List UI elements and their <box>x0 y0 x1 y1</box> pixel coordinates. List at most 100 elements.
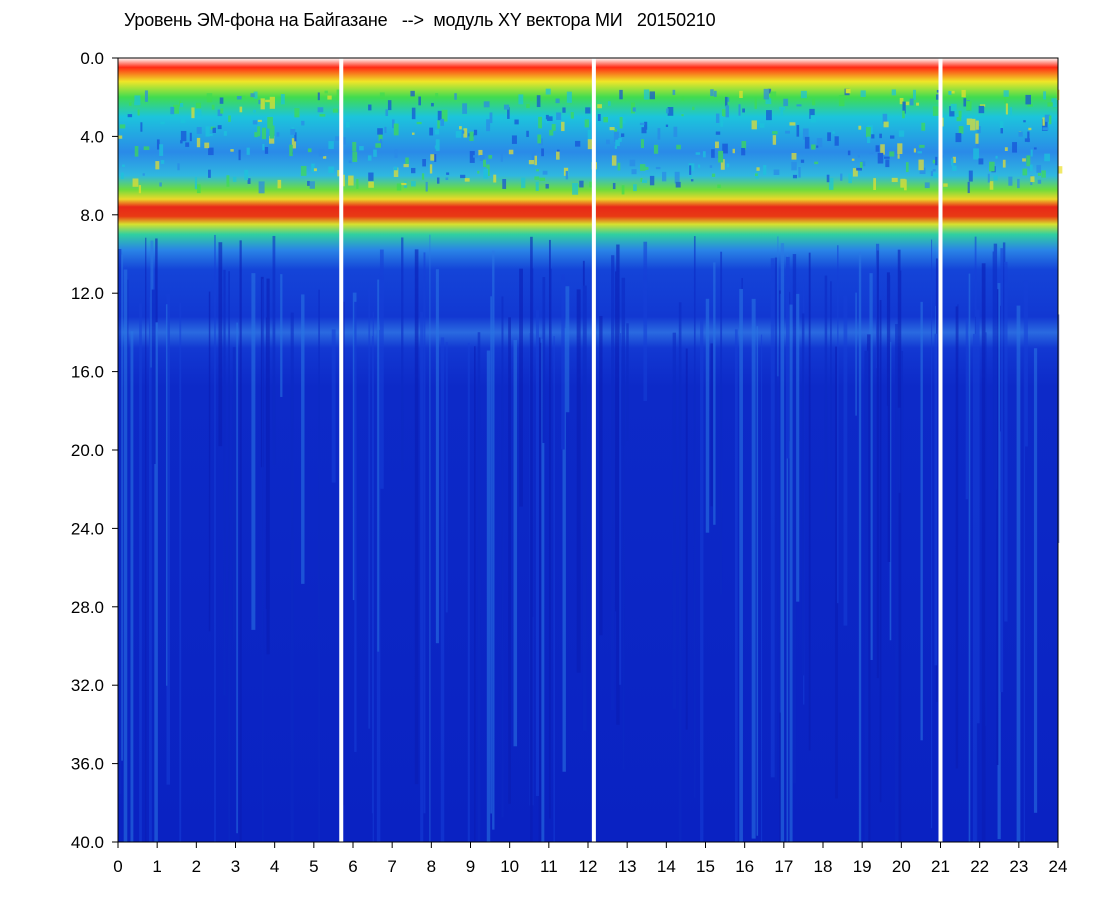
speckle <box>1004 95 1007 104</box>
streak <box>835 346 838 799</box>
speckle <box>621 133 625 137</box>
speckle <box>858 125 862 130</box>
x-tick-label: 24 <box>1049 857 1068 876</box>
speckle <box>619 116 623 129</box>
speckle <box>267 116 273 129</box>
streak <box>672 332 677 709</box>
streak <box>693 236 696 798</box>
speckle <box>848 173 852 184</box>
streak <box>492 250 495 830</box>
speckle <box>1036 164 1042 173</box>
streak <box>280 274 283 397</box>
speckle <box>1004 147 1008 151</box>
speckle <box>155 161 160 170</box>
speckle <box>280 94 285 105</box>
speckle <box>545 183 549 189</box>
speckle <box>410 90 415 97</box>
speckle <box>966 101 972 111</box>
y-tick-label: 8.0 <box>80 206 104 225</box>
speckle <box>422 159 426 167</box>
speckle <box>483 101 490 108</box>
streak <box>1000 248 1004 693</box>
speckle <box>617 162 621 171</box>
speckle <box>209 133 213 136</box>
streak <box>786 252 789 842</box>
speckle <box>160 160 165 164</box>
streak <box>139 303 142 842</box>
speckle <box>528 160 535 165</box>
streak <box>992 251 995 459</box>
streak <box>855 292 857 416</box>
streak <box>236 322 238 834</box>
speckle <box>606 139 610 145</box>
speckle <box>400 182 407 186</box>
speckle <box>867 136 871 144</box>
speckle <box>345 121 350 128</box>
speckle <box>555 98 560 104</box>
speckle <box>948 91 952 95</box>
streak <box>561 274 565 450</box>
speckle <box>177 163 180 171</box>
streak <box>145 237 147 843</box>
speckle <box>816 138 823 148</box>
speckle <box>675 181 681 188</box>
speckle <box>903 101 910 106</box>
speckle <box>916 102 920 106</box>
speckle <box>411 107 416 120</box>
streak <box>734 329 738 842</box>
speckle <box>143 146 150 151</box>
speckle <box>1003 90 1009 97</box>
speckle <box>845 88 851 94</box>
speckle <box>261 127 267 140</box>
streak <box>343 301 345 806</box>
heatmap-field <box>118 58 1058 842</box>
speckle <box>196 137 201 148</box>
speckle <box>455 131 462 138</box>
speckle <box>575 140 581 147</box>
speckle <box>975 142 980 150</box>
streak <box>968 273 971 843</box>
streak <box>751 298 756 839</box>
speckle <box>311 163 315 173</box>
speckle <box>247 178 251 184</box>
speckle <box>826 174 830 183</box>
x-tick-label: 9 <box>466 857 475 876</box>
speckle <box>993 175 998 181</box>
streak <box>858 252 862 843</box>
speckle <box>319 114 326 117</box>
streak <box>889 341 892 641</box>
streak <box>626 323 629 441</box>
speckle <box>526 130 529 137</box>
speckle <box>973 148 979 160</box>
streak <box>705 298 710 533</box>
speckle <box>852 168 858 177</box>
speckle <box>754 97 757 109</box>
speckle <box>411 167 416 174</box>
speckle <box>950 90 955 94</box>
speckle <box>185 142 190 147</box>
speckle <box>930 170 934 177</box>
speckle <box>918 159 924 171</box>
speckle <box>1026 155 1031 167</box>
speckle <box>547 116 553 121</box>
speckle <box>695 152 701 155</box>
streak <box>876 250 879 679</box>
speckle <box>545 117 549 124</box>
streak <box>931 239 933 829</box>
speckle <box>277 179 282 189</box>
speckle <box>919 167 926 175</box>
speckle <box>902 101 906 114</box>
speckle <box>629 159 636 167</box>
streak <box>808 252 811 751</box>
speckle <box>483 159 486 167</box>
speckle <box>118 135 123 139</box>
speckle <box>301 120 305 126</box>
speckle <box>607 101 611 106</box>
speckle <box>541 148 544 157</box>
speckle <box>253 109 256 113</box>
speckle <box>534 155 537 166</box>
speckle <box>359 146 364 151</box>
speckle <box>897 154 900 159</box>
speckle <box>469 151 475 163</box>
streak <box>1057 314 1060 543</box>
